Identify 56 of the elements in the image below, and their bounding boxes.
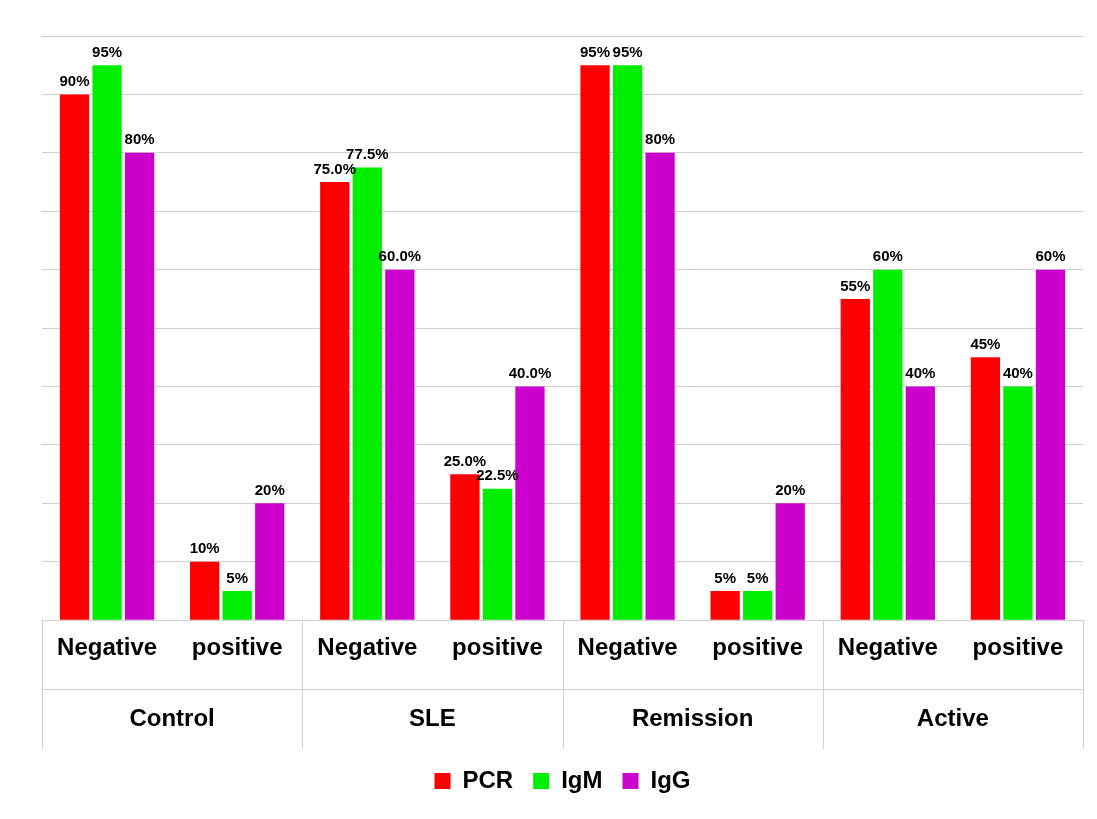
data-label: 10% bbox=[189, 539, 220, 557]
x-tick-label: positive bbox=[191, 633, 283, 661]
text: Remission bbox=[631, 703, 754, 731]
bar bbox=[612, 65, 643, 620]
bar bbox=[59, 94, 90, 620]
bar bbox=[1003, 386, 1033, 620]
data-label: 90% bbox=[59, 72, 90, 90]
bar bbox=[710, 590, 740, 620]
data-label: 20% bbox=[775, 481, 806, 498]
data-label: 40% bbox=[1002, 364, 1033, 382]
data-label: 60% bbox=[872, 247, 903, 265]
data-label: 5% bbox=[226, 568, 249, 586]
x-tick-label: Negative bbox=[317, 633, 418, 661]
bar bbox=[775, 503, 805, 620]
bar bbox=[905, 386, 935, 620]
data-label: 55% bbox=[840, 276, 871, 294]
x-tick-label: positive bbox=[452, 633, 543, 661]
legend-label: IgM bbox=[561, 765, 603, 793]
data-label: 80% bbox=[124, 130, 155, 148]
bar bbox=[124, 152, 155, 620]
x-tick-label: positive bbox=[972, 633, 1064, 661]
x-tick-label: positive bbox=[712, 633, 804, 661]
bar bbox=[1035, 269, 1066, 620]
bar bbox=[970, 357, 1001, 620]
bar bbox=[482, 488, 513, 620]
data-label: 20% bbox=[254, 481, 285, 498]
bar bbox=[873, 269, 903, 620]
bar bbox=[92, 65, 122, 620]
bar bbox=[385, 269, 415, 620]
data-label: 5% bbox=[714, 568, 736, 586]
bar bbox=[645, 152, 675, 620]
data-label: 80% bbox=[645, 130, 676, 148]
data-label: 95% bbox=[612, 42, 643, 60]
bar bbox=[743, 590, 773, 620]
x-tick-label: Negative bbox=[837, 633, 938, 661]
data-label: 25.0% bbox=[443, 451, 487, 469]
x-tick-label: Negative bbox=[577, 633, 678, 661]
legend-label: IgG bbox=[650, 765, 691, 793]
x-tick-label: Negative bbox=[57, 633, 158, 661]
bar bbox=[580, 65, 610, 620]
data-label: 45% bbox=[970, 334, 1001, 352]
data-label: 95% bbox=[580, 42, 611, 60]
data-label: 40.0% bbox=[508, 364, 552, 382]
bar bbox=[222, 590, 252, 620]
text: SLE bbox=[409, 703, 456, 731]
data-label: 95% bbox=[92, 42, 123, 60]
bar bbox=[320, 182, 350, 620]
data-label: 5% bbox=[746, 568, 769, 586]
data-label: 60% bbox=[1035, 247, 1066, 265]
data-label: 40% bbox=[905, 364, 936, 382]
text: Active bbox=[916, 703, 989, 731]
text: Control bbox=[129, 703, 215, 731]
bar bbox=[255, 503, 285, 620]
bar bbox=[840, 298, 870, 620]
legend-label: PCR bbox=[462, 765, 514, 793]
bar bbox=[190, 561, 220, 620]
